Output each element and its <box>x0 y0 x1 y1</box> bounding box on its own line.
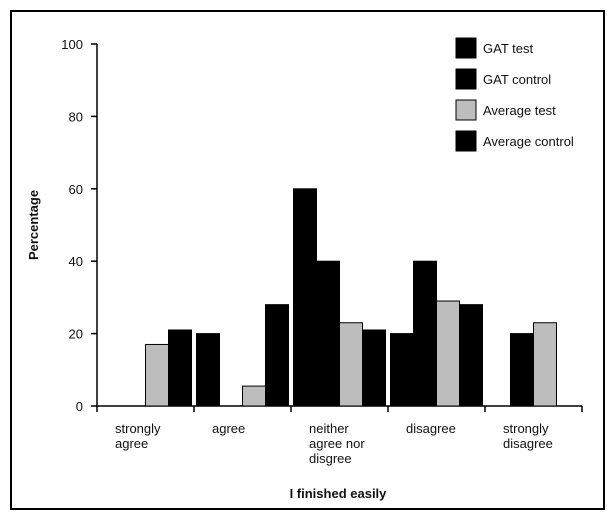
y-tick-label: 80 <box>69 109 83 124</box>
bar <box>293 188 317 407</box>
legend-swatch <box>455 37 477 59</box>
bar <box>168 329 192 407</box>
legend-swatch <box>455 99 477 121</box>
bar <box>316 260 340 407</box>
y-axis-title: Percentage <box>26 190 41 260</box>
bars <box>145 188 557 407</box>
bar <box>413 260 437 407</box>
legend-label: GAT control <box>483 72 551 87</box>
y-tick-label: 20 <box>69 327 83 342</box>
legend-label: Average test <box>483 103 556 118</box>
category-label: agree <box>212 421 245 436</box>
bar <box>242 385 266 407</box>
y-ticks: 0 20 40 60 80 100 <box>61 37 97 414</box>
category-label: neither agree nor disgree <box>309 421 365 466</box>
category-label: strongly agree <box>115 421 161 451</box>
x-ticks <box>96 406 583 412</box>
bar <box>390 333 414 407</box>
legend: GAT test GAT control Average test Average c… <box>455 37 574 152</box>
y-tick-label: 60 <box>69 182 83 197</box>
category-label: strongly disagree <box>503 421 553 451</box>
bar <box>196 333 220 407</box>
legend-label: GAT test <box>483 41 533 56</box>
category-labels: strongly agree agree neither agree nor disgre… <box>115 421 553 466</box>
bar <box>533 322 557 407</box>
bar <box>265 304 289 407</box>
bar <box>145 343 169 407</box>
bar <box>459 304 483 407</box>
bar <box>510 333 534 407</box>
x-axis-title: I finished easily <box>290 486 388 501</box>
y-tick-label: 100 <box>61 37 83 52</box>
bar <box>436 300 460 407</box>
legend-label: Average control <box>483 134 574 149</box>
legend-swatch <box>455 68 477 90</box>
category-label: disagree <box>406 421 456 436</box>
bar <box>362 329 386 407</box>
y-tick-label: 0 <box>76 399 83 414</box>
legend-swatch <box>455 130 477 152</box>
bar <box>339 322 363 407</box>
y-tick-label: 40 <box>69 254 83 269</box>
